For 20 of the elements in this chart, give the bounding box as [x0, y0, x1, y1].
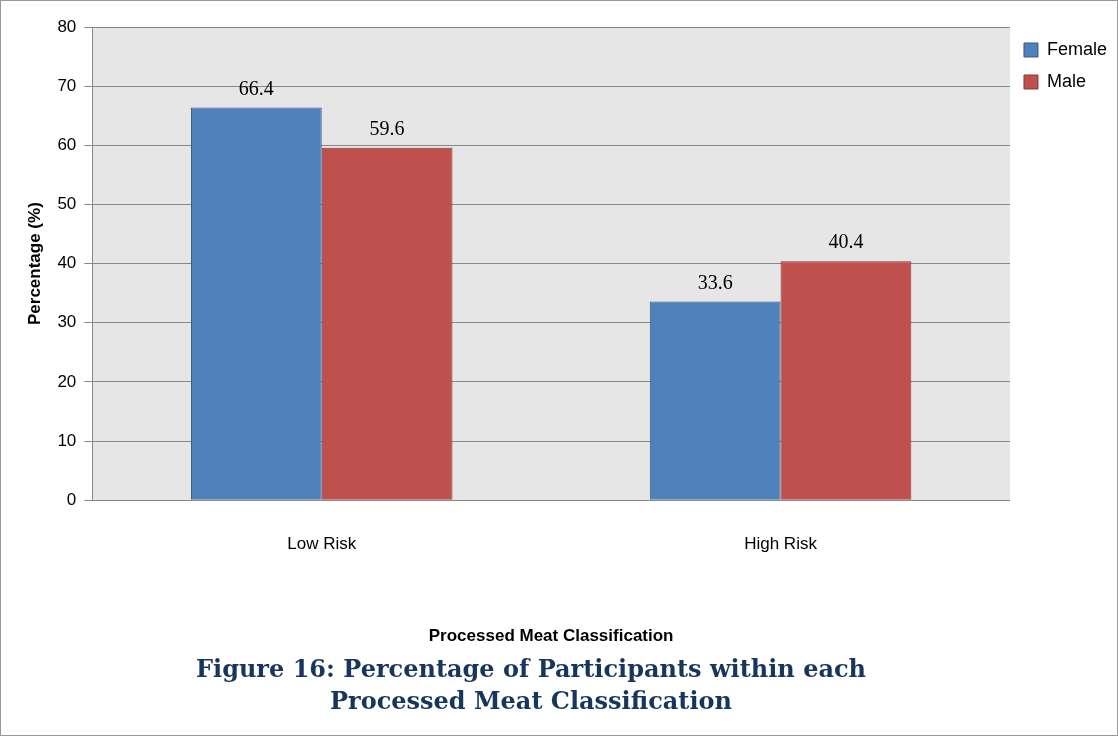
data-label: 66.4 [238, 76, 274, 99]
legend-label: Female [1046, 38, 1108, 59]
y-tick-label: 70 [57, 75, 77, 95]
y-tick-label: 80 [57, 16, 77, 36]
y-axis-title: Percentage (%) [24, 202, 44, 326]
data-label: 59.6 [369, 116, 405, 139]
y-tick-label: 10 [57, 430, 77, 450]
x-tick-label: Low Risk [287, 534, 357, 554]
x-axis-title: Processed Meat Classification [428, 626, 674, 646]
data-label: 40.4 [828, 230, 864, 253]
y-tick-label: 0 [66, 489, 77, 509]
text: Figure 16: Percentage of Participants within each Processed Meat Classification [195, 653, 867, 717]
y-tick-label: 30 [57, 312, 77, 332]
y-tick-label: 50 [57, 194, 77, 214]
legend-label: Male [1046, 70, 1086, 91]
y-tick-label: 60 [57, 134, 77, 154]
y-tick-label: 20 [57, 371, 77, 391]
y-tick-label: 40 [57, 253, 77, 273]
data-label: 33.6 [697, 270, 733, 293]
x-tick-label: High Risk [744, 534, 818, 554]
